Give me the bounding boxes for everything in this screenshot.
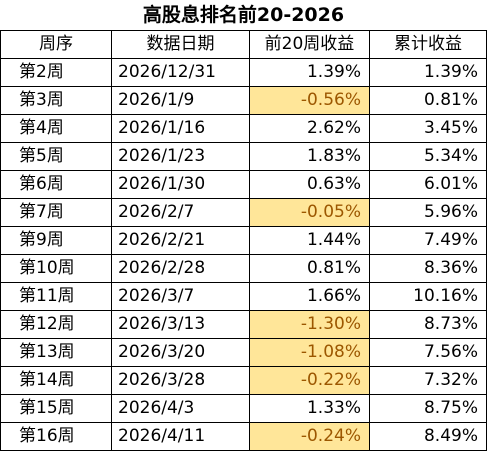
- table-row: 第6周 2026/1/30 0.63% 6.01%: [0, 170, 487, 199]
- date-cell[interactable]: 2026/1/9: [111, 86, 250, 115]
- sheet-title: 高股息排名前20-2026: [0, 0, 487, 30]
- weekly-return-cell[interactable]: 0.63%: [249, 170, 370, 199]
- cumulative-return-cell[interactable]: 3.45%: [369, 114, 487, 143]
- week-cell[interactable]: 第12周: [0, 310, 112, 339]
- weekly-return-cell[interactable]: 1.44%: [249, 226, 370, 255]
- table-row: 第15周 2026/4/3 1.33% 8.75%: [0, 394, 487, 423]
- week-cell[interactable]: 第16周: [0, 422, 112, 451]
- table-row: 第10周 2026/2/28 0.81% 8.36%: [0, 254, 487, 283]
- weekly-return-cell[interactable]: -0.56%: [249, 86, 370, 115]
- weekly-return-cell[interactable]: -0.22%: [249, 366, 370, 395]
- header-cell-week[interactable]: 周序: [0, 30, 112, 59]
- cumulative-return-cell[interactable]: 8.49%: [369, 422, 487, 451]
- table-row: 第12周 2026/3/13 -1.30% 8.73%: [0, 310, 487, 339]
- cumulative-return-cell[interactable]: 1.39%: [369, 58, 487, 87]
- header-cell-date[interactable]: 数据日期: [111, 30, 250, 59]
- date-cell[interactable]: 2026/12/31: [111, 58, 250, 87]
- table-row: 第3周 2026/1/9 -0.56% 0.81%: [0, 86, 487, 115]
- weekly-return-cell[interactable]: 0.81%: [249, 254, 370, 283]
- week-cell[interactable]: 第7周: [0, 198, 112, 227]
- weekly-return-cell[interactable]: 1.33%: [249, 394, 370, 423]
- cumulative-return-cell[interactable]: 8.73%: [369, 310, 487, 339]
- date-cell[interactable]: 2026/4/11: [111, 422, 250, 451]
- table-row: 第2周 2026/12/31 1.39% 1.39%: [0, 58, 487, 87]
- date-cell[interactable]: 2026/2/28: [111, 254, 250, 283]
- date-cell[interactable]: 2026/4/3: [111, 394, 250, 423]
- cumulative-return-cell[interactable]: 8.36%: [369, 254, 487, 283]
- table-row: 第11周 2026/3/7 1.66% 10.16%: [0, 282, 487, 311]
- table-row: 第16周 2026/4/11 -0.24% 8.49%: [0, 422, 487, 451]
- cumulative-return-cell[interactable]: 7.32%: [369, 366, 487, 395]
- date-cell[interactable]: 2026/3/28: [111, 366, 250, 395]
- week-cell[interactable]: 第5周: [0, 142, 112, 171]
- cumulative-return-cell[interactable]: 0.81%: [369, 86, 487, 115]
- table-row: 第9周 2026/2/21 1.44% 7.49%: [0, 226, 487, 255]
- week-cell[interactable]: 第2周: [0, 58, 112, 87]
- week-cell[interactable]: 第6周: [0, 170, 112, 199]
- weekly-return-cell[interactable]: -1.30%: [249, 310, 370, 339]
- week-cell[interactable]: 第9周: [0, 226, 112, 255]
- date-cell[interactable]: 2026/3/13: [111, 310, 250, 339]
- cumulative-return-cell[interactable]: 7.49%: [369, 226, 487, 255]
- cumulative-return-cell[interactable]: 5.34%: [369, 142, 487, 171]
- date-cell[interactable]: 2026/3/7: [111, 282, 250, 311]
- cumulative-return-cell[interactable]: 10.16%: [369, 282, 487, 311]
- weekly-return-cell[interactable]: 1.83%: [249, 142, 370, 171]
- cumulative-return-cell[interactable]: 5.96%: [369, 198, 487, 227]
- table-row: 第13周 2026/3/20 -1.08% 7.56%: [0, 338, 487, 367]
- week-cell[interactable]: 第14周: [0, 366, 112, 395]
- returns-table: 周序 数据日期 前20周收益 累计收益 第2周 2026/12/31 1.39% 1.…: [0, 30, 487, 451]
- header-cell-weekly-return[interactable]: 前20周收益: [249, 30, 370, 59]
- cumulative-return-cell[interactable]: 7.56%: [369, 338, 487, 367]
- date-cell[interactable]: 2026/2/7: [111, 198, 250, 227]
- weekly-return-cell[interactable]: 1.66%: [249, 282, 370, 311]
- week-cell[interactable]: 第3周: [0, 86, 112, 115]
- date-cell[interactable]: 2026/1/30: [111, 170, 250, 199]
- week-cell[interactable]: 第4周: [0, 114, 112, 143]
- weekly-return-cell[interactable]: -0.05%: [249, 198, 370, 227]
- header-row: 周序 数据日期 前20周收益 累计收益: [0, 30, 487, 59]
- date-cell[interactable]: 2026/1/16: [111, 114, 250, 143]
- week-cell[interactable]: 第15周: [0, 394, 112, 423]
- date-cell[interactable]: 2026/1/23: [111, 142, 250, 171]
- date-cell[interactable]: 2026/3/20: [111, 338, 250, 367]
- table-row: 第4周 2026/1/16 2.62% 3.45%: [0, 114, 487, 143]
- weekly-return-cell[interactable]: -0.24%: [249, 422, 370, 451]
- week-cell[interactable]: 第10周: [0, 254, 112, 283]
- table-row: 第5周 2026/1/23 1.83% 5.34%: [0, 142, 487, 171]
- date-cell[interactable]: 2026/2/21: [111, 226, 250, 255]
- header-cell-cumulative-return[interactable]: 累计收益: [369, 30, 487, 59]
- weekly-return-cell[interactable]: 2.62%: [249, 114, 370, 143]
- week-cell[interactable]: 第13周: [0, 338, 112, 367]
- cumulative-return-cell[interactable]: 6.01%: [369, 170, 487, 199]
- table-row: 第14周 2026/3/28 -0.22% 7.32%: [0, 366, 487, 395]
- weekly-return-cell[interactable]: -1.08%: [249, 338, 370, 367]
- table-row: 第7周 2026/2/7 -0.05% 5.96%: [0, 198, 487, 227]
- week-cell[interactable]: 第11周: [0, 282, 112, 311]
- weekly-return-cell[interactable]: 1.39%: [249, 58, 370, 87]
- cumulative-return-cell[interactable]: 8.75%: [369, 394, 487, 423]
